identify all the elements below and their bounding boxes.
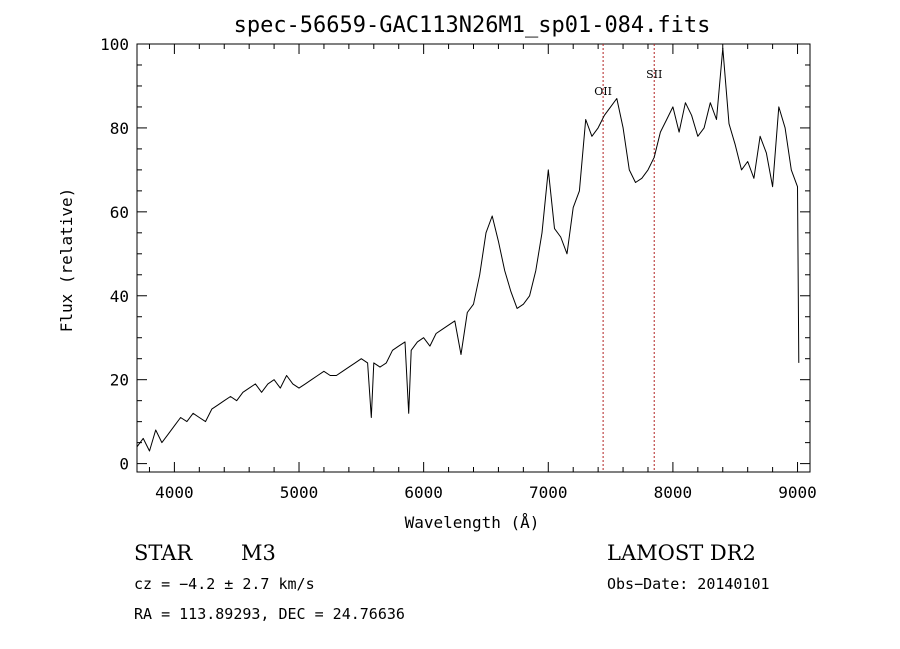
y-tick-label: 40 <box>110 287 129 306</box>
x-axis-label: Wavelength (Å) <box>405 513 540 532</box>
object-subclass: M3 <box>241 541 276 565</box>
x-tick-label: 8000 <box>654 483 693 502</box>
y-tick-label: 60 <box>110 203 129 222</box>
x-tick-label: 9000 <box>778 483 817 502</box>
object-class: STAR <box>134 541 193 565</box>
chart-title: spec-56659-GAC113N26M1_sp01-084.fits <box>234 13 711 38</box>
survey-label: LAMOST DR2 <box>607 541 756 565</box>
x-tick-label: 5000 <box>280 483 319 502</box>
x-tick-label: 4000 <box>155 483 194 502</box>
cz-value: cz = −4.2 ± 2.7 km/s <box>134 575 315 593</box>
obs-date: Obs−Date: 20140101 <box>607 575 770 593</box>
x-tick-label: 7000 <box>529 483 568 502</box>
line-marker-label: SII <box>646 68 662 81</box>
x-tick-label: 6000 <box>404 483 443 502</box>
y-tick-label: 80 <box>110 119 129 138</box>
y-axis-label: Flux (relative) <box>57 188 76 333</box>
y-tick-label: 20 <box>110 371 129 390</box>
y-tick-label: 0 <box>119 455 129 474</box>
spectrum-line <box>136 47 800 452</box>
axis-ticks: 4000 5000 6000 7000 8000 9000 0 20 40 60 80 100 <box>100 35 817 502</box>
line-marker-label: OII <box>594 85 612 98</box>
coordinates: RA = 113.89293, DEC = 24.76636 <box>134 605 405 623</box>
y-tick-label: 100 <box>100 35 129 54</box>
series-group <box>136 47 800 452</box>
emission-lines: OII SII <box>594 44 662 472</box>
